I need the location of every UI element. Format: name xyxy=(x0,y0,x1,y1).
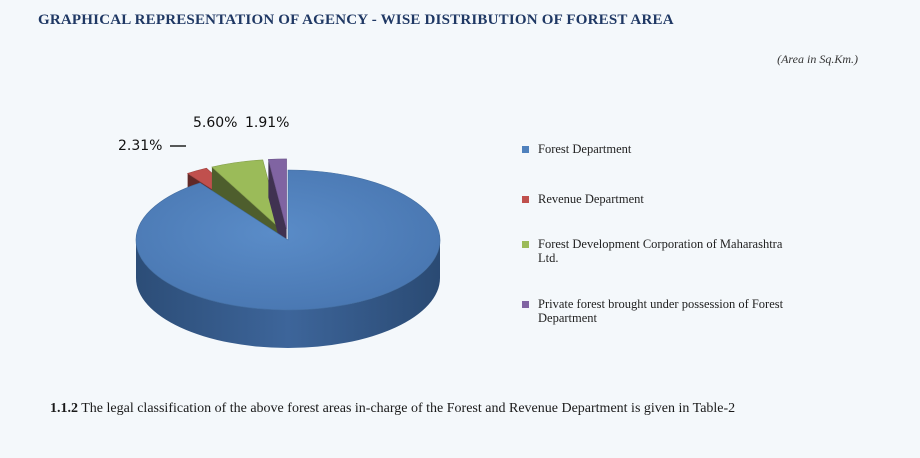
legend-item-forest-department: Forest Department xyxy=(522,142,788,156)
footer-paragraph: 1.1.2 The legal classification of the ab… xyxy=(50,400,870,417)
legend-swatch xyxy=(522,146,529,153)
legend-item-revenue-department: Revenue Department xyxy=(522,192,788,206)
legend-item-private-forest: Private forest brought under possession … xyxy=(522,297,788,325)
footer-text: The legal classification of the above fo… xyxy=(78,401,736,416)
legend-swatch xyxy=(522,196,529,203)
legend-item-forest-development-corporation: Forest Development Corporation of Mahara… xyxy=(522,237,788,265)
legend-label: Private forest brought under possession … xyxy=(538,297,784,325)
legend-label: Forest Department xyxy=(538,142,632,156)
chart-title: GRAPHICAL REPRESENTATION OF AGENCY - WIS… xyxy=(38,12,674,28)
pie-chart: 2.31% 5.60% 1.91% xyxy=(118,115,441,348)
legend-swatch xyxy=(522,301,529,308)
unit-note: (Area in Sq.Km.) xyxy=(777,52,858,66)
pie-slice-forest-department xyxy=(135,169,441,348)
data-label-forest-development-corporation: 5.60% xyxy=(193,115,237,131)
section-number: 1.1.2 xyxy=(50,401,78,416)
data-label-revenue-department: 2.31% xyxy=(118,138,162,154)
data-label-private-forest-brought-under-p: 1.91% xyxy=(245,115,289,131)
legend-label: Revenue Department xyxy=(538,192,644,206)
legend-swatch xyxy=(522,241,529,248)
legend-label: Forest Development Corporation of Mahara… xyxy=(538,237,783,265)
